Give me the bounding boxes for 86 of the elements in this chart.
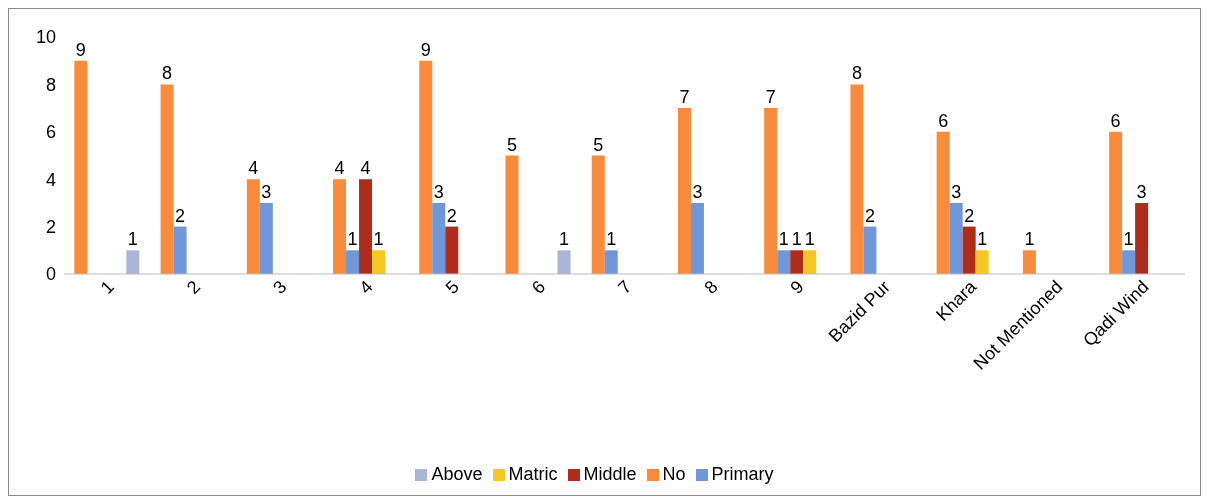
data-label: 3: [692, 181, 703, 202]
bar: [333, 179, 347, 274]
x-tick-label: 8: [700, 276, 722, 298]
bar: [445, 226, 459, 274]
bar: [359, 179, 373, 274]
x-tick-label: 3: [269, 276, 291, 298]
data-label: 8: [162, 63, 173, 84]
x-tick-label: 9: [786, 276, 808, 298]
data-label: 1: [1123, 229, 1134, 250]
x-tick-label: 2: [182, 276, 205, 298]
legend-label: Middle: [583, 464, 637, 484]
data-label: 3: [433, 181, 444, 202]
bar: [372, 250, 386, 274]
legend-label: Matric: [508, 464, 558, 484]
bar: [1022, 250, 1036, 274]
bar: [936, 131, 950, 274]
bar: [432, 202, 446, 274]
bar: [505, 155, 519, 274]
data-label: 1: [347, 229, 358, 250]
bar: [419, 60, 433, 274]
bar: [346, 250, 360, 274]
bar: [1109, 131, 1123, 274]
data-label: 7: [679, 87, 690, 108]
bar: [975, 250, 989, 274]
bar: [1135, 202, 1149, 274]
bar: [677, 108, 691, 274]
bar: [126, 250, 140, 274]
data-label: 1: [1024, 229, 1035, 250]
data-label: 1: [791, 229, 802, 250]
data-label: 1: [778, 229, 789, 250]
bar: [690, 202, 704, 274]
bar: [160, 84, 174, 274]
data-label: 1: [127, 229, 138, 250]
y-tick-label: 4: [45, 169, 56, 190]
data-label: 5: [506, 134, 518, 155]
legend-label: No: [662, 464, 686, 484]
data-label: 4: [248, 158, 259, 179]
legend-label: Primary: [711, 464, 774, 484]
data-label: 1: [977, 229, 988, 250]
data-label: 3: [951, 181, 962, 202]
y-tick-label: 6: [45, 122, 56, 143]
y-tick-label: 8: [45, 74, 56, 95]
bar: [764, 108, 778, 274]
bar: [591, 155, 605, 274]
data-label: 2: [446, 205, 457, 226]
data-label: 9: [420, 39, 431, 60]
bar: [604, 250, 618, 274]
data-label: 2: [864, 205, 875, 226]
bar: [790, 250, 804, 274]
bar: [173, 226, 187, 274]
data-label: 1: [606, 229, 617, 250]
bar: [803, 250, 817, 274]
bar: [74, 60, 88, 274]
data-label: 4: [360, 158, 371, 179]
data-label: 2: [964, 205, 975, 226]
bar: [863, 226, 877, 274]
x-tick-label: 4: [355, 276, 377, 298]
bar: [246, 179, 260, 274]
data-label: 1: [558, 229, 570, 250]
data-label: 8: [851, 63, 862, 84]
data-label: 6: [1110, 110, 1121, 131]
x-tick-label: 5: [441, 276, 463, 298]
bar: [259, 202, 273, 274]
bar: [962, 226, 976, 274]
x-tick-label: 7: [614, 276, 636, 298]
y-tick-label: 0: [45, 264, 56, 285]
data-label: 7: [765, 87, 776, 108]
data-label: 4: [334, 158, 345, 179]
data-label: 2: [175, 205, 186, 226]
legend-label: Above: [431, 464, 483, 484]
bar: [1122, 250, 1136, 274]
y-tick-label: 2: [45, 216, 56, 237]
data-label: 6: [938, 110, 949, 131]
bar: [850, 84, 864, 274]
y-tick-label: 10: [35, 27, 56, 48]
data-label: 1: [804, 229, 815, 250]
bar: [949, 202, 963, 274]
x-tick-label: 6: [527, 276, 550, 298]
data-label: 9: [75, 39, 86, 60]
bar: [777, 250, 791, 274]
data-label: 1: [373, 229, 384, 250]
x-tick-label: 1: [96, 276, 118, 298]
bar: [557, 250, 571, 274]
data-label: 3: [1136, 181, 1147, 202]
data-label: 5: [593, 134, 604, 155]
data-label: 3: [261, 181, 272, 202]
